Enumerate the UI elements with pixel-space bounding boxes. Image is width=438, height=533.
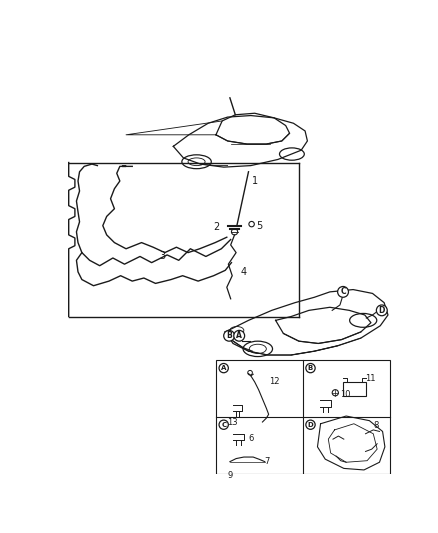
- Circle shape: [376, 305, 387, 316]
- Text: 2: 2: [213, 222, 219, 232]
- Circle shape: [306, 420, 315, 429]
- Bar: [343, 382, 366, 396]
- Text: D: D: [378, 306, 385, 315]
- Text: 11: 11: [365, 374, 375, 383]
- Text: 10: 10: [340, 390, 350, 399]
- Text: 12: 12: [268, 377, 279, 386]
- Text: 13: 13: [228, 418, 238, 427]
- Circle shape: [234, 330, 245, 341]
- Text: 7: 7: [265, 457, 270, 466]
- Text: 1: 1: [251, 175, 258, 185]
- Text: A: A: [236, 332, 242, 340]
- Text: 4: 4: [241, 267, 247, 277]
- Text: C: C: [340, 287, 346, 296]
- Circle shape: [219, 420, 228, 429]
- Circle shape: [338, 287, 349, 297]
- Text: 8: 8: [373, 421, 378, 430]
- Text: B: B: [226, 332, 232, 340]
- Text: C: C: [221, 422, 226, 427]
- Circle shape: [219, 364, 228, 373]
- Circle shape: [306, 364, 315, 373]
- Text: 5: 5: [256, 221, 262, 231]
- Text: D: D: [307, 422, 313, 427]
- Text: 6: 6: [248, 434, 254, 443]
- Bar: [216, 360, 389, 474]
- Text: A: A: [221, 365, 226, 371]
- Text: B: B: [308, 365, 313, 371]
- Text: 9: 9: [228, 471, 233, 480]
- Text: 3: 3: [159, 252, 166, 262]
- Circle shape: [224, 330, 235, 341]
